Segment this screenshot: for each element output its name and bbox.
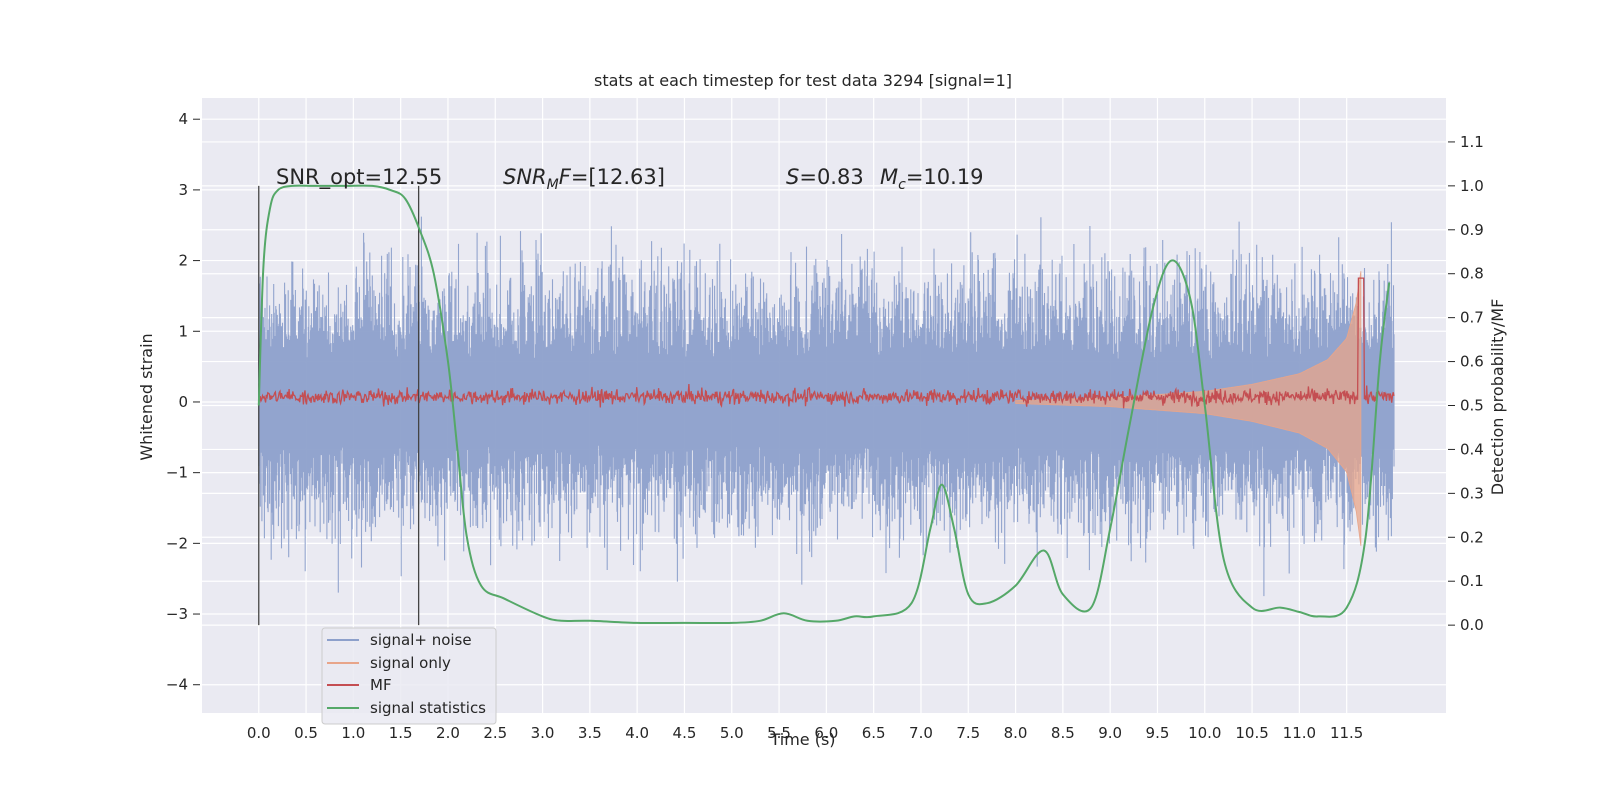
annotation-mc-label: M	[880, 165, 898, 189]
annotation-mc-value: =10.19	[906, 165, 984, 189]
x-tick-label: 9.0	[1098, 724, 1122, 742]
y2-tick-label: 0.9	[1460, 221, 1484, 239]
y2-tick-label: 0.8	[1460, 265, 1484, 283]
legend-label-signal-only: signal only	[370, 654, 451, 672]
x-tick-label: 1.0	[341, 724, 365, 742]
x-tick-label: 10.0	[1188, 724, 1221, 742]
x-tick-label: 2.0	[436, 724, 460, 742]
x-tick-label: 4.0	[625, 724, 649, 742]
x-tick-label: 3.5	[578, 724, 602, 742]
y2-tick-labels: 1.1 1.0 0.9 0.8 0.7 0.6 0.5 0.4 0.3 0.2 0.1 0.0	[1448, 133, 1484, 634]
x-tick-label: 10.5	[1235, 724, 1268, 742]
annotation-s: S=0.83	[786, 165, 864, 189]
y2-tick-label: 1.1	[1460, 133, 1484, 151]
y-tick-label: 1	[178, 322, 188, 340]
legend-label-signal-statistics: signal statistics	[370, 699, 486, 717]
y-tick-label: 0	[178, 393, 188, 411]
x-tick-labels: 0.0 0.5 1.0 1.5 2.0 2.5 3.0 3.5 4.0 4.5 5.0 5.5 6.0 6…	[247, 724, 1364, 742]
series-signal-statistics	[257, 184, 1391, 625]
x-tick-label: 7.0	[909, 724, 933, 742]
x-tick-label: 6.0	[814, 724, 838, 742]
y-tick-label: 4	[178, 110, 188, 128]
y2-tick-label: 0.1	[1460, 572, 1484, 590]
y2-tick-label: 0.7	[1460, 309, 1484, 327]
y2-tick-label: 0.3	[1460, 484, 1484, 502]
annotation-snr-mf-value: =[12.63]	[571, 165, 665, 189]
x-tick-label: 2.5	[483, 724, 507, 742]
legend-box	[321, 627, 497, 725]
x-tick-label: 7.5	[956, 724, 980, 742]
x-tick-label: 8.5	[1051, 724, 1075, 742]
annotation-mc: Mc=10.19	[880, 165, 984, 193]
x-axis-label: Time (s)	[769, 730, 835, 749]
x-tick-label: 6.5	[862, 724, 886, 742]
y-tick-label: −3	[166, 605, 188, 623]
y2-tick-label: 0.2	[1460, 528, 1484, 546]
signal-statistics-curve	[257, 184, 1391, 625]
y2-tick-label: 0.4	[1460, 440, 1484, 458]
x-tick-label: 11.0	[1283, 724, 1316, 742]
x-tick-label: 8.0	[1004, 724, 1028, 742]
annotation-snr-mf-sub: M	[547, 177, 559, 193]
y2-axis-label: Detection probability/MF	[1488, 299, 1507, 496]
annotation-snr-mf-label: SNR	[503, 165, 547, 189]
legend-label-signal-noise: signal+ noise	[370, 631, 472, 649]
annotation-snr-mf: SNRMF=[12.63]	[503, 165, 665, 193]
x-tick-label: 9.5	[1146, 724, 1170, 742]
y2-tick-label: 0.6	[1460, 353, 1484, 371]
annotation-snr-mf-mid: F	[559, 165, 572, 189]
x-tick-label: 5.5	[767, 724, 791, 742]
annotation-s-label: S	[786, 165, 799, 189]
y2-tick-label: 0.5	[1460, 397, 1484, 415]
legend: signal+ noise signal only MF signal stat…	[321, 627, 497, 725]
y-tick-label: 2	[178, 252, 188, 270]
x-tick-label: 0.0	[247, 724, 271, 742]
legend-label-mf: MF	[370, 676, 392, 694]
x-tick-label: 0.5	[294, 724, 318, 742]
x-tick-label: 3.0	[531, 724, 555, 742]
y-tick-label: −2	[166, 534, 188, 552]
y-tick-label: −1	[166, 464, 188, 482]
y-tick-label: −4	[166, 676, 188, 694]
chart-title: stats at each timestep for test data 329…	[594, 71, 1012, 90]
y2-tick-label: 0.0	[1460, 616, 1484, 634]
x-tick-label: 5.0	[720, 724, 744, 742]
annotation-s-value: =0.83	[799, 165, 863, 189]
x-tick-label: 11.5	[1330, 724, 1363, 742]
x-tick-label: 4.5	[673, 724, 697, 742]
y2-tick-label: 1.0	[1460, 177, 1484, 195]
vertical-markers	[258, 185, 420, 626]
y-tick-label: 3	[178, 181, 188, 199]
x-tick-label: 1.5	[389, 724, 413, 742]
annotation-mc-sub: c	[898, 177, 906, 193]
y-tick-labels: 4 3 2 1 0 −1 −2 −3 −4	[166, 110, 200, 694]
annotations: SNR_opt=12.55 SNRMF=[12.63] S=0.83 Mc=10…	[276, 165, 984, 193]
y-axis-label: Whitened strain	[137, 333, 156, 460]
annotation-snr-opt: SNR_opt=12.55	[276, 165, 442, 190]
